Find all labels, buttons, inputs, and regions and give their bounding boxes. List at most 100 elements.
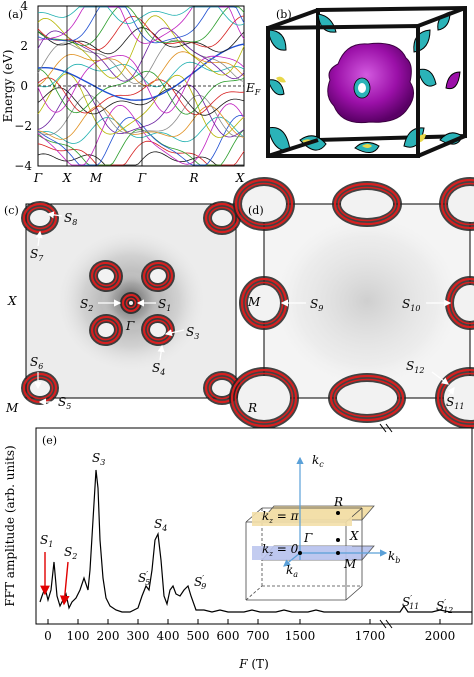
panel-b-fermi-surface: (b) (266, 5, 467, 158)
fft-xtick-label: 1500 (285, 629, 316, 643)
kpath-label-x: X (62, 171, 72, 185)
panel-e-xticks: 0 100 200 300 400 500 600 700 1500 1700 2000 (44, 619, 455, 643)
fft-xtick-label: 1700 (355, 629, 386, 643)
band-curve (37, 87, 245, 116)
fft-xtick-label: 700 (247, 629, 270, 643)
panel-a-ylabel: Energy (eV) (1, 50, 15, 123)
panel-d-side-m: M (247, 295, 261, 309)
axis-break (379, 423, 393, 629)
fermi-pocket (141, 259, 175, 293)
panel-d-side-r: R (247, 401, 257, 415)
band-curve (37, 83, 245, 138)
peak-label-s9p: S′ 9 (194, 574, 206, 591)
inset-plane-top: kz = π (262, 509, 300, 525)
panel-e-label: (e) (42, 434, 57, 447)
band-curve (37, 43, 245, 101)
band-curve (37, 54, 245, 114)
fermi-pocket (21, 371, 59, 405)
band-curve (37, 103, 245, 166)
ytick-0: 0 (20, 79, 28, 93)
fermi-pocket (328, 373, 406, 423)
kpath-label-m: M (89, 171, 103, 185)
kpath-label-gamma: Γ (33, 171, 43, 185)
fft-xtick-label: 500 (187, 629, 210, 643)
peak-label-s5p: S′ 5 (138, 570, 150, 587)
band-curve (37, 116, 245, 144)
band-curve (37, 151, 244, 166)
band-lines (37, 6, 245, 166)
peak-label-s11p: S′ 11 (402, 594, 419, 611)
band-curve (37, 94, 245, 138)
band-curve (37, 51, 245, 86)
fermi-pocket (141, 313, 175, 347)
panel-b-label: (b) (276, 8, 292, 21)
fft-xtick-label: 2000 (425, 629, 456, 643)
kpath-label-r: R (188, 171, 198, 185)
fft-spectrum-line (39, 469, 472, 613)
panel-c-side-m: M (5, 401, 19, 415)
ytick-neg4: −4 (14, 159, 32, 173)
peak-label-s12p: S′ 12 (436, 598, 453, 615)
panel-c-side-x: X (7, 294, 17, 308)
band-curve (37, 6, 245, 26)
peak-label-s3: S3 (92, 451, 105, 467)
ytick-4: 4 (20, 0, 28, 13)
kpath-label-gamma2: Γ (137, 171, 147, 185)
fermi-pocket (89, 259, 123, 293)
ytick-neg2: −2 (14, 119, 32, 133)
inset-kc: kc (312, 453, 324, 469)
inset-gamma: Γ (303, 531, 313, 545)
panel-a-band-structure: (a) 4 2 0 −2 −4 Energy (eV) Γ X M Γ R X … (1, 0, 261, 185)
peak-label-s1: S1 (40, 533, 53, 549)
panel-c-fermi-cut: (c) X M Γ S8 S7 S2 S1 S3 S4 S6 S5 (4, 201, 241, 415)
panel-c-gamma: Γ (125, 319, 135, 333)
band-curve (37, 129, 245, 166)
fft-xtick-label: 100 (67, 629, 90, 643)
bz-inset: kc kb ka kz = π kz = 0 R X M Γ (245, 453, 400, 601)
panel-c-label: (c) (4, 204, 19, 217)
inset-plane-mid: kz = 0 (262, 542, 299, 558)
kpath-label-x2: X (235, 171, 245, 185)
inset-kb: kb (388, 549, 400, 565)
fermi-pocket (233, 177, 295, 231)
band-curve (37, 39, 245, 85)
fermi-label: EF (245, 81, 261, 97)
fermi-pocket (229, 367, 299, 429)
band-curve (37, 6, 245, 46)
band-curve (37, 15, 245, 79)
peak-label-s4: S4 (154, 517, 167, 533)
band-curve (37, 115, 245, 166)
fermi-pocket (203, 201, 241, 235)
fft-xtick-label: 600 (217, 629, 240, 643)
fermi-pocket (89, 313, 123, 347)
band-curve (37, 77, 245, 116)
panel-a-label: (a) (8, 8, 23, 21)
fft-xtick-label: 400 (157, 629, 180, 643)
inset-x: X (349, 529, 359, 543)
fermi-pocket (439, 177, 474, 231)
peak-label-s2: S2 (64, 545, 77, 561)
inset-ka: ka (286, 563, 298, 579)
fft-xtick-label: 300 (127, 629, 150, 643)
fermi-pocket (21, 201, 59, 235)
central-isosurface (327, 42, 414, 124)
panel-e-fft: (e) 0 100 200 300 400 500 600 700 1500 1700 2000 F… (3, 423, 473, 671)
fermi-pocket (239, 276, 289, 330)
panel-d-fermi-cut: (d) M R S9 S10 S12 S11 (229, 177, 474, 429)
fft-xtick-label: 200 (97, 629, 120, 643)
band-curve (37, 61, 245, 88)
band-curve (37, 6, 245, 44)
inset-r: R (333, 495, 343, 509)
fft-xtick-label: 0 (44, 629, 52, 643)
fermi-pocket (332, 181, 402, 227)
band-curve (37, 73, 245, 138)
panel-e-xlabel: F (T) (238, 657, 269, 671)
band-curve (37, 68, 245, 115)
fermi-pocket (120, 292, 142, 314)
panel-e-ylabel: FFT amplitude (arb. units) (3, 445, 17, 606)
panel-d-label: (d) (248, 204, 264, 217)
ytick-2: 2 (20, 39, 28, 53)
inset-m: M (343, 557, 357, 571)
red-arrow-s2 (59, 561, 70, 606)
